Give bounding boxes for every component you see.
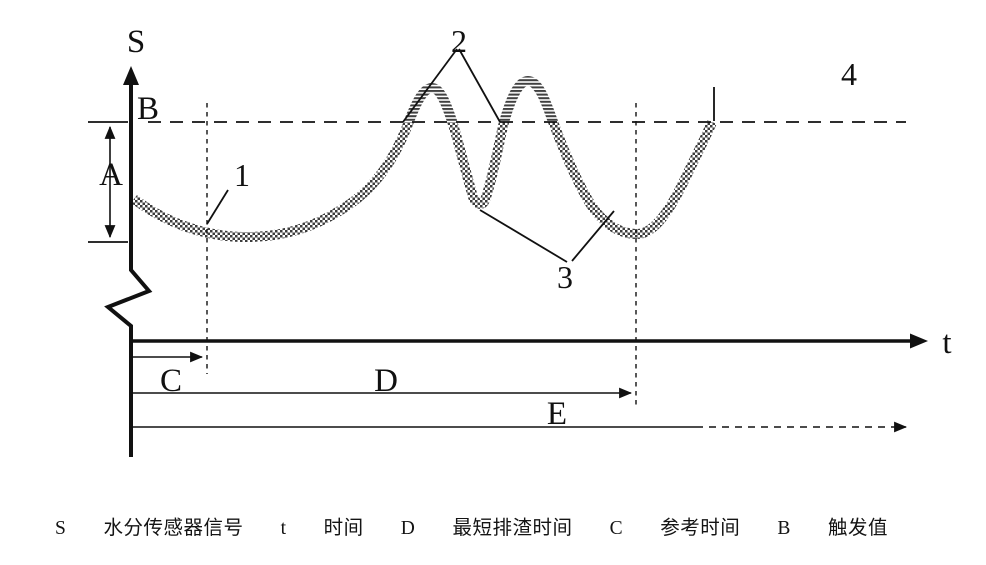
t-axis bbox=[131, 333, 928, 349]
marker-2-leader-right bbox=[458, 48, 501, 123]
figure-caption: S 水分传感器信号 t 时间 D 最短排渣时间 C 参考时间 B 触发值 A 触… bbox=[55, 461, 965, 565]
s-axis-line-with-break bbox=[104, 84, 153, 457]
s-axis-arrowhead bbox=[123, 66, 139, 85]
trigger-range-a bbox=[88, 121, 128, 243]
interval-c-label: C bbox=[160, 363, 182, 399]
y-axis-label: S bbox=[127, 24, 145, 60]
threshold-label-b: B bbox=[137, 91, 159, 127]
marker-1-leader-line bbox=[206, 189, 229, 225]
t-axis-arrowhead bbox=[910, 333, 928, 349]
marker-3-label: 3 bbox=[557, 259, 573, 295]
signal-band-below-threshold bbox=[131, 122, 717, 243]
s-axis bbox=[104, 66, 153, 457]
marker-2-leader-left bbox=[402, 48, 458, 123]
marker-1-label: 1 bbox=[234, 157, 250, 193]
timing-diagram-canvas: S B A 1 2 3 4 C D E t bbox=[88, 23, 952, 457]
interval-d-label: D bbox=[374, 363, 398, 399]
marker-3-leader-left bbox=[479, 209, 568, 263]
marker-4-label: 4 bbox=[841, 56, 857, 92]
sensor-signal-curve bbox=[131, 75, 717, 243]
marker-2-label: 2 bbox=[451, 23, 467, 59]
range-label-a: A bbox=[99, 157, 123, 193]
x-axis-label: t bbox=[942, 325, 951, 361]
marker-3-leader-right bbox=[571, 210, 615, 262]
interval-e-label: E bbox=[547, 396, 567, 432]
signal-band-above-threshold bbox=[403, 75, 712, 122]
caption-line-1: S 水分传感器信号 t 时间 D 最短排渣时间 C 参考时间 B 触发值 bbox=[55, 518, 888, 539]
